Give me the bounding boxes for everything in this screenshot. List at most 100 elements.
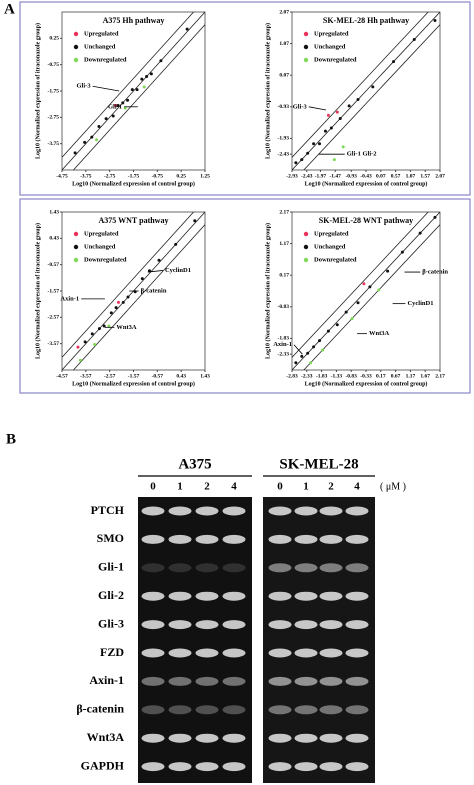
band xyxy=(168,762,192,772)
x-tick-label: 0.43 xyxy=(176,373,186,379)
band xyxy=(195,648,219,658)
point xyxy=(121,101,125,105)
point xyxy=(90,332,94,336)
point xyxy=(83,340,87,344)
annotation: Axin-1 xyxy=(273,341,292,348)
points xyxy=(326,110,339,117)
legend-marker xyxy=(73,31,79,37)
y-tick-label: 2.07 xyxy=(279,9,289,15)
gene-label: FZD xyxy=(100,645,124,659)
x-axis-label: Log10 (Normalized expression of control … xyxy=(305,180,428,187)
point xyxy=(338,116,342,120)
band xyxy=(195,591,219,601)
legend-marker xyxy=(303,244,309,250)
reference-line xyxy=(72,24,205,170)
group-label: SK-MEL-28 xyxy=(279,456,358,472)
point xyxy=(433,215,437,219)
point xyxy=(318,339,322,343)
point xyxy=(78,358,82,362)
band xyxy=(294,591,318,601)
annotation: β-catenin xyxy=(422,269,448,276)
band xyxy=(345,648,369,658)
point xyxy=(114,306,118,310)
gene-label: Gli-1 xyxy=(98,560,124,574)
y-tick-label: -2.75 xyxy=(48,115,60,121)
band xyxy=(319,506,343,516)
band xyxy=(168,620,192,630)
chart-title: SK-MEL-28 WNT pathway xyxy=(319,216,413,225)
point xyxy=(109,311,113,315)
point xyxy=(116,300,120,304)
band xyxy=(268,676,292,686)
annotation-arrow xyxy=(147,270,164,273)
point xyxy=(126,98,130,102)
point xyxy=(174,242,178,246)
point xyxy=(392,60,396,64)
x-tick-label: -4.75 xyxy=(56,173,68,179)
y-tick-label: 0.07 xyxy=(279,72,289,78)
reference-line xyxy=(303,224,440,370)
legend-label: Unchanged xyxy=(314,243,346,250)
point xyxy=(95,138,99,142)
band xyxy=(141,563,165,573)
annotation: Gli-3 xyxy=(77,83,92,90)
point xyxy=(326,329,330,333)
annotation-arrow xyxy=(293,344,303,355)
point xyxy=(145,75,149,79)
reference-lines xyxy=(292,212,440,370)
point xyxy=(335,110,339,114)
band xyxy=(268,534,292,544)
dose-label: 2 xyxy=(328,481,334,493)
band xyxy=(222,534,246,544)
band xyxy=(319,563,343,573)
gene-label: Wnt3A xyxy=(87,730,125,744)
band xyxy=(195,534,219,544)
point xyxy=(300,158,304,162)
x-tick-label: -1.83 xyxy=(316,373,328,379)
point xyxy=(412,37,416,41)
band xyxy=(345,591,369,601)
legend-label: Upregulated xyxy=(314,230,349,237)
gene-label: Gli-2 xyxy=(98,588,124,602)
band xyxy=(195,676,219,686)
band xyxy=(294,534,318,544)
chart-title: SK-MEL-28 Hh pathway xyxy=(323,16,409,25)
x-tick-label: 1.43 xyxy=(200,373,210,379)
band xyxy=(222,563,246,573)
x-axis-label: Log10 (Normalized expression of control … xyxy=(72,380,195,387)
reference-line xyxy=(303,24,440,170)
y-tick-label: 1.07 xyxy=(279,41,289,47)
band xyxy=(168,506,192,516)
x-tick-label: 1.57 xyxy=(420,173,430,179)
gene-label: GAPDH xyxy=(81,758,125,772)
band xyxy=(222,591,246,601)
y-tick-label: -3.75 xyxy=(48,141,60,147)
gene-label: Axin-1 xyxy=(89,673,124,687)
band xyxy=(222,506,246,516)
chart-title: A375 WNT pathway xyxy=(99,216,169,225)
point xyxy=(97,327,101,331)
band xyxy=(168,534,192,544)
point xyxy=(294,361,298,365)
band xyxy=(268,762,292,772)
point xyxy=(368,285,372,289)
point xyxy=(111,114,115,118)
x-tick-label: -2.83 xyxy=(286,373,298,379)
x-tick-label: -3.57 xyxy=(80,373,92,379)
y-tick-label: 1.43 xyxy=(49,209,59,215)
band xyxy=(294,563,318,573)
band xyxy=(195,705,219,715)
legend-label: Downregulated xyxy=(314,56,357,63)
band xyxy=(195,733,219,743)
y-tick-label: -0.83 xyxy=(278,304,290,310)
point xyxy=(73,151,77,155)
band xyxy=(168,591,192,601)
y-tick-label: -0.57 xyxy=(48,262,60,268)
legend-label: Unchanged xyxy=(84,243,116,250)
band xyxy=(345,506,369,516)
x-axis-label: Log10 (Normalized expression of control … xyxy=(305,380,428,387)
point xyxy=(332,158,336,162)
legend-marker xyxy=(303,31,309,37)
band xyxy=(319,762,343,772)
points xyxy=(78,324,111,362)
